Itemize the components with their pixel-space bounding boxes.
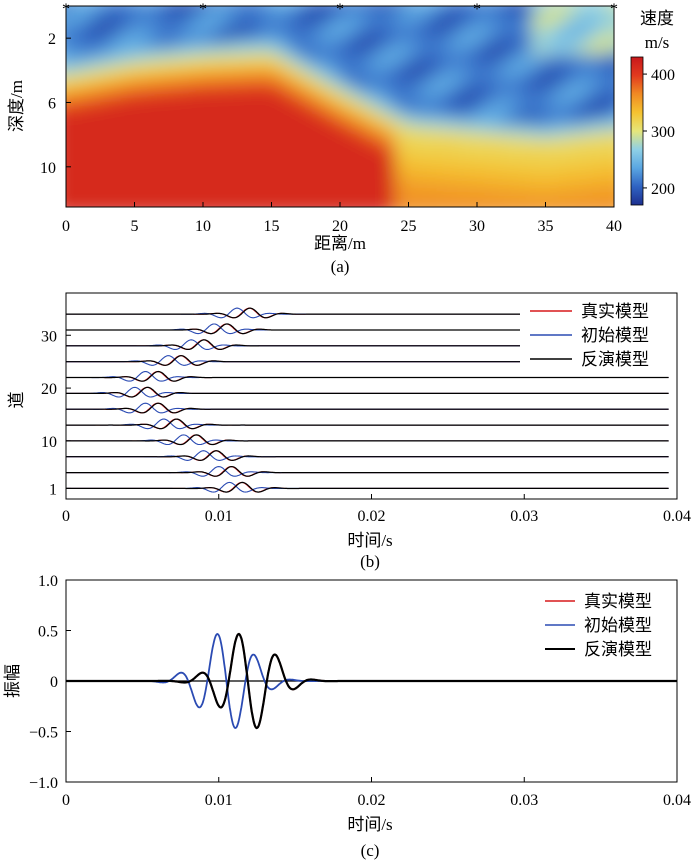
wavelet-comparison: [66, 632, 677, 730]
panel-c: 0 0.01 0.02 0.03 0.04 −1.0 −0.5 0 0.5 1.0 时间/s 振…: [3, 573, 691, 860]
x-tick-label: 15: [264, 218, 280, 235]
trace-inverted: [66, 370, 669, 382]
panel-b-legend-box: [520, 297, 674, 375]
panel-a: * * * * * 0 5 10 15 20 25 30 35 40 2 6 10 距离/m 深度/m (a…: [7, 1, 675, 276]
colorbar-tick-label: 300: [651, 124, 675, 141]
x-tick-label: 0.02: [358, 508, 386, 525]
trace-true: [66, 466, 669, 477]
colorbar-gradient: [630, 56, 644, 206]
y-tick-label: 2: [48, 31, 56, 48]
x-tick-label: 0.04: [663, 508, 691, 525]
x-tick-label: 0.01: [205, 792, 233, 809]
series-inverted: [66, 632, 677, 730]
trace-inverted: [66, 465, 669, 477]
trace-inverted: [66, 434, 669, 446]
trace-inverted: [66, 386, 669, 398]
panel-a-ylabel: 深度/m: [7, 80, 26, 132]
panel-b-legend-initial: 初始模型: [581, 326, 649, 345]
panel-c-ylabel: 振幅: [3, 664, 22, 698]
y-tick-label: −0.5: [29, 725, 58, 742]
panel-b-legend-inverted: 反演模型: [581, 350, 649, 369]
colorbar-unit: m/s: [645, 33, 670, 52]
panel-b-y-ticks: 1 10 20 30: [41, 328, 71, 498]
y-tick-label: 6: [48, 95, 56, 112]
x-tick-label: 10: [195, 218, 211, 235]
x-tick-label: 20: [332, 218, 348, 235]
trace-true: [66, 481, 669, 493]
x-tick-label: 0.01: [205, 508, 233, 525]
x-tick-label: 0.02: [358, 792, 386, 809]
panel-c-legend: 真实模型 初始模型 反演模型: [545, 592, 652, 659]
trace-inverted: [66, 450, 669, 462]
source-marker: *: [62, 1, 70, 18]
velocity-heatmap: [66, 6, 614, 207]
panel-a-caption: (a): [331, 257, 350, 276]
trace-inverted: [66, 481, 669, 493]
panel-a-y-ticks: 2 6 10: [40, 31, 71, 177]
x-tick-label: 5: [131, 218, 139, 235]
y-tick-label: 10: [41, 434, 57, 451]
panel-c-x-ticks: 0 0.01 0.02 0.03 0.04: [62, 777, 691, 809]
x-tick-label: 0.04: [663, 792, 691, 809]
y-tick-label: 1.0: [38, 573, 58, 590]
panel-a-x-ticks: 0 5 10 15 20 25 30 35 40: [62, 202, 622, 235]
panel-b-caption: (b): [360, 552, 380, 571]
x-tick-label: 0: [62, 218, 70, 235]
x-tick-label: 35: [538, 218, 554, 235]
panel-b-ylabel: 道: [7, 392, 26, 409]
y-tick-label: −1.0: [29, 775, 58, 792]
panel-a-xlabel: 距离/m: [314, 234, 366, 253]
y-tick-label: 0.5: [38, 624, 58, 641]
trace-initial: [66, 450, 669, 461]
y-tick-label: 1: [49, 481, 57, 498]
y-tick-label: 30: [41, 328, 57, 345]
source-markers: * * * * *: [62, 1, 618, 18]
trace-inverted: [66, 418, 669, 430]
trace-initial: [66, 434, 669, 446]
panel-c-y-ticks: −1.0 −0.5 0 0.5 1.0: [29, 573, 71, 792]
y-tick-label: 10: [40, 160, 56, 177]
panel-b-x-ticks: 0 0.01 0.02 0.03 0.04: [62, 494, 691, 525]
colorbar: 速度 m/s 200 300 400: [630, 9, 675, 206]
y-tick-label: 0: [50, 674, 58, 691]
panel-c-caption: (c): [361, 841, 380, 860]
colorbar-tick-label: 200: [651, 181, 675, 198]
x-tick-label: 40: [606, 218, 622, 235]
panel-b: 0 0.01 0.02 0.03 0.04 1 10 20 30 时间/s 道 (b) 真实模…: [7, 292, 691, 571]
trace-initial: [66, 386, 669, 398]
panel-b-xlabel: 时间/s: [347, 531, 392, 550]
velocity-field: [66, 6, 614, 207]
panel-c-legend-inverted: 反演模型: [584, 640, 652, 659]
panel-c-legend-initial: 初始模型: [584, 616, 652, 635]
x-tick-label: 0: [62, 508, 70, 525]
panel-c-legend-true: 真实模型: [584, 592, 652, 611]
y-tick-label: 20: [41, 381, 57, 398]
source-marker: *: [473, 1, 481, 18]
x-tick-label: 30: [469, 218, 485, 235]
panel-b-legend-true: 真实模型: [581, 302, 649, 321]
trace-initial: [66, 402, 669, 414]
trace-initial: [66, 466, 669, 477]
source-marker: *: [610, 1, 618, 18]
source-marker: *: [199, 1, 207, 18]
x-tick-label: 0: [62, 792, 70, 809]
colorbar-ticks: 200 300 400: [643, 67, 675, 198]
colorbar-title: 速度: [640, 9, 674, 28]
x-tick-label: 0.03: [510, 508, 538, 525]
trace-true: [66, 434, 669, 446]
panel-c-xlabel: 时间/s: [347, 815, 392, 834]
trace-initial: [66, 481, 669, 493]
source-marker: *: [336, 1, 344, 18]
trace-inverted: [66, 402, 669, 414]
colorbar-tick-label: 400: [651, 67, 675, 84]
x-tick-label: 0.03: [510, 792, 538, 809]
panel-b-legend: 真实模型 初始模型 反演模型: [520, 297, 674, 375]
x-tick-label: 25: [401, 218, 417, 235]
trace-true: [66, 450, 669, 461]
